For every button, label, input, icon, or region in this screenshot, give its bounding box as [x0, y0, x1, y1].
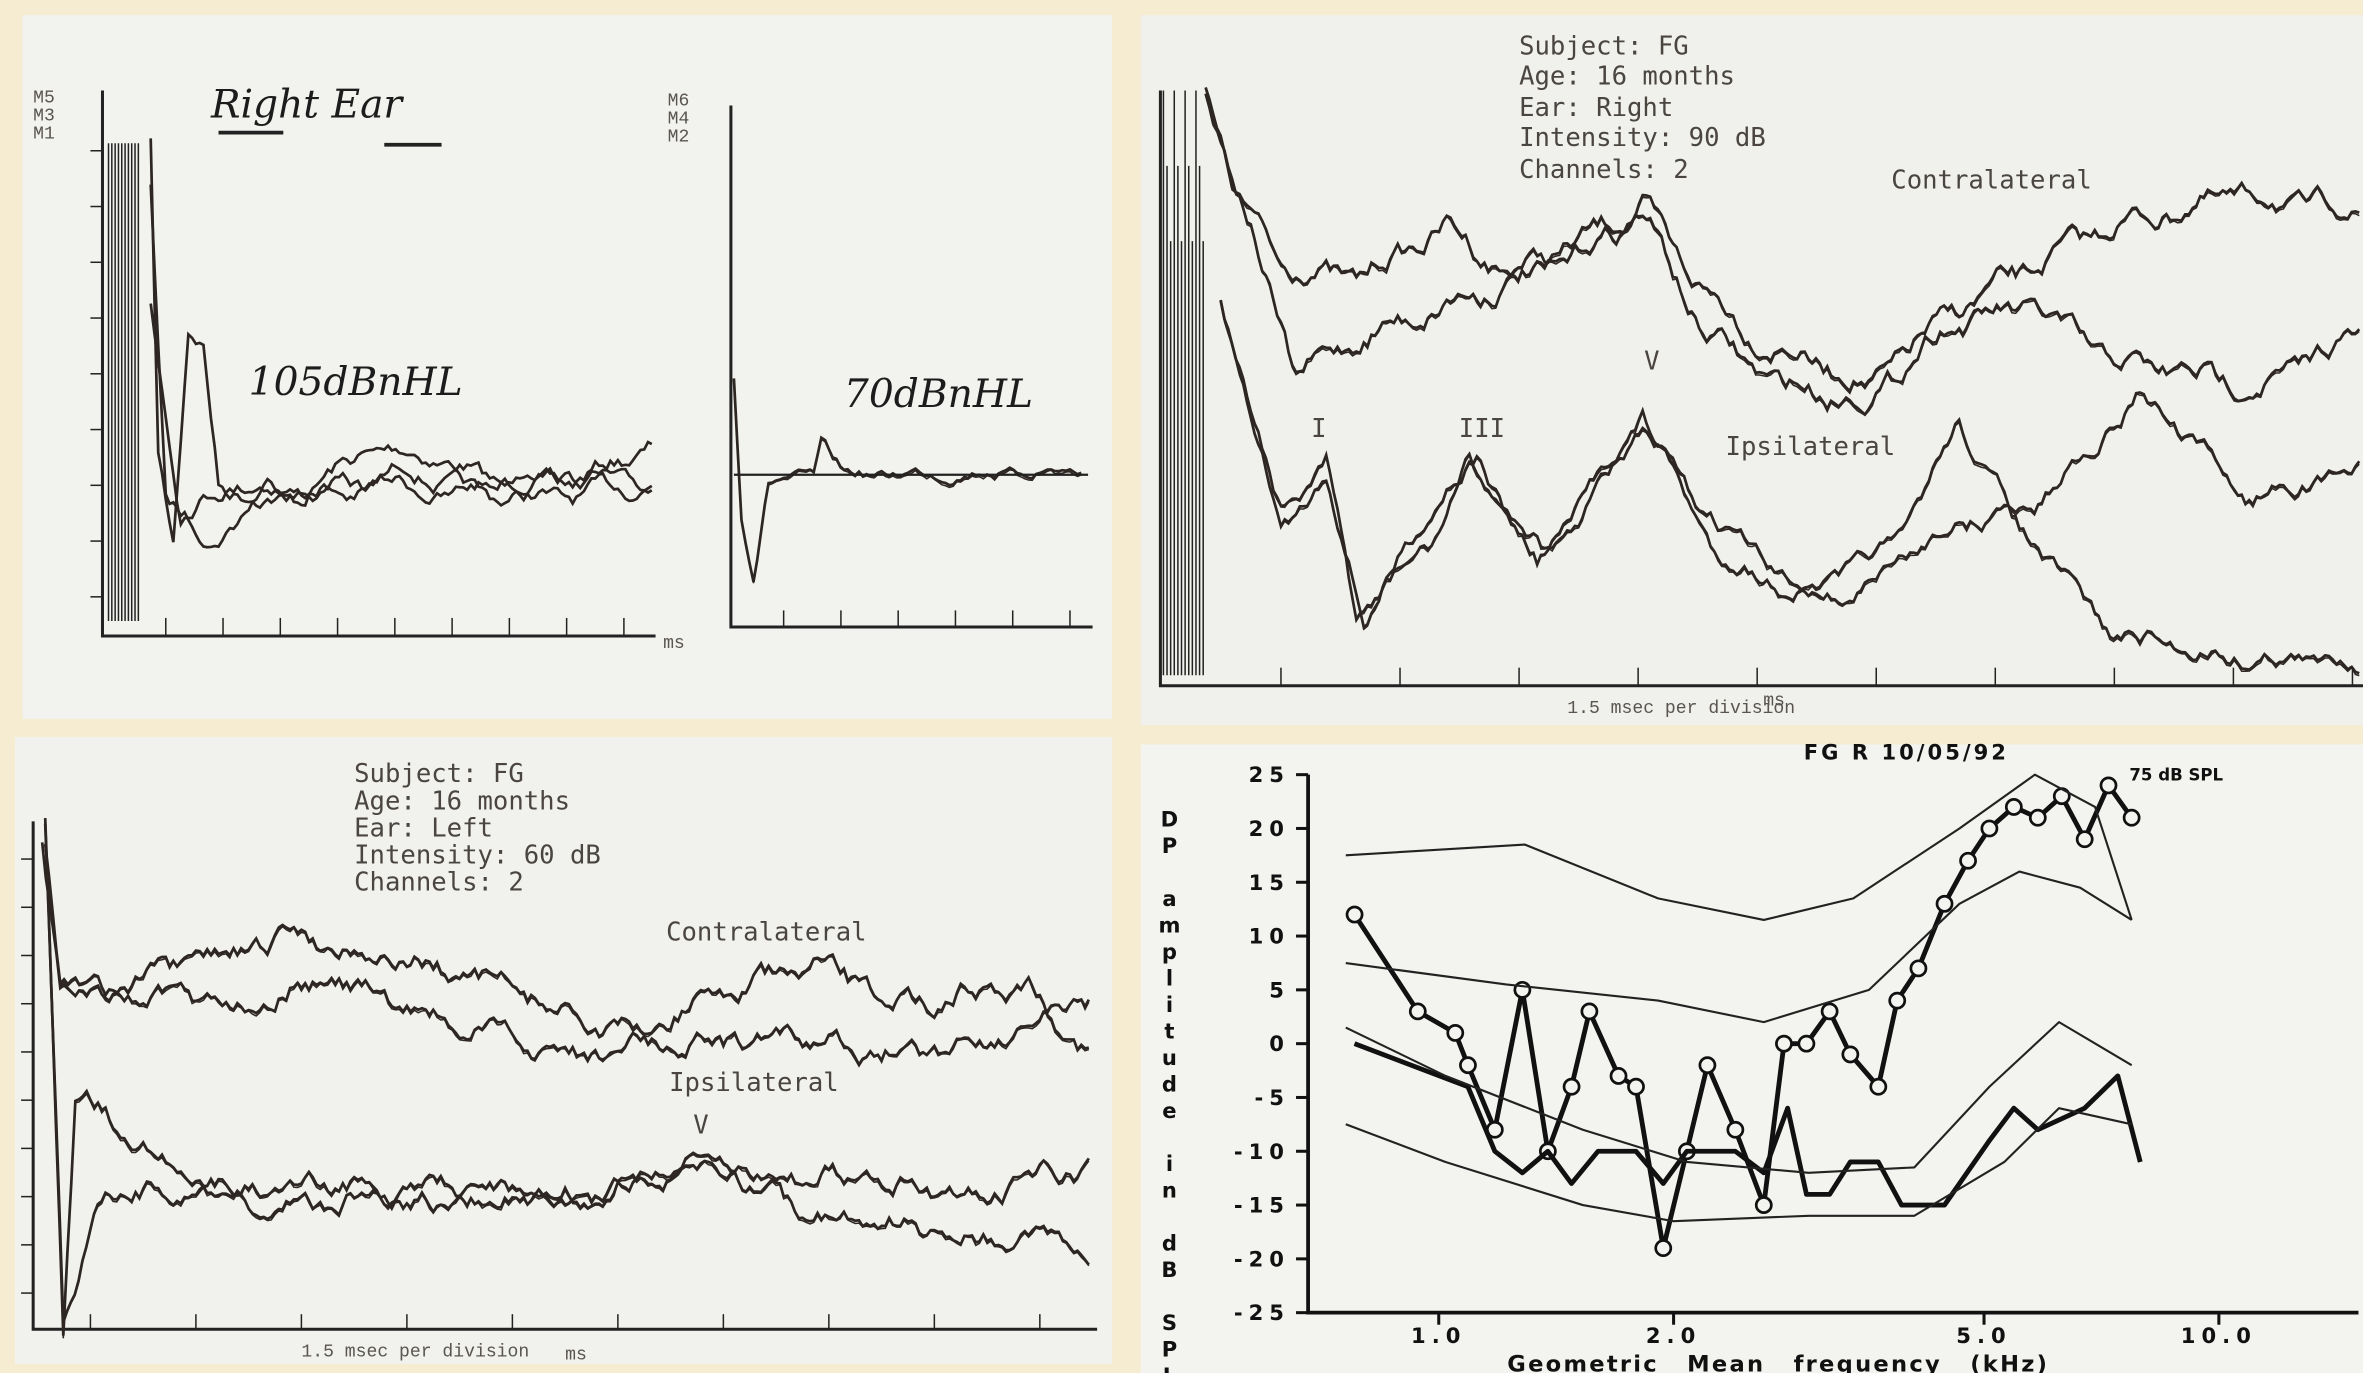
info-line: Channels: 2 [1519, 155, 1689, 185]
page: Right Ear 105dBnHL 70dBnHL M5 M3 M1 M6 M… [0, 0, 2363, 1373]
unit-label: ms [1763, 691, 1785, 711]
trace-label: Contralateral [666, 917, 866, 947]
peak-label: V [693, 1110, 708, 1140]
data-point [2030, 810, 2045, 825]
info-line: Age: 16 months [354, 786, 570, 816]
info-line: Subject: FG [1519, 31, 1689, 61]
y-tick-label: 5 [1269, 977, 1290, 1002]
channel-label: M3 [33, 107, 55, 127]
x-tick-label: 10.0 [2181, 1323, 2257, 1348]
info-line: Intensity: 60 dB [354, 841, 601, 871]
y-tick-label: -15 [1234, 1193, 1290, 1218]
peak-label: V [1644, 346, 1659, 376]
data-point [1564, 1079, 1579, 1094]
peak-label: I [1311, 414, 1326, 444]
data-point [2124, 810, 2139, 825]
data-point [2101, 778, 2116, 793]
data-point [1410, 1004, 1425, 1019]
data-point [1911, 961, 1926, 976]
panel-title: Right Ear [210, 83, 404, 128]
panel [1141, 745, 2363, 1373]
data-point [1628, 1079, 1643, 1094]
annotation: 75 dB SPL [2129, 766, 2223, 785]
y-tick-label: 10 [1249, 924, 1290, 949]
trace-label: Contralateral [1891, 165, 2091, 195]
y-tick-label: 20 [1249, 816, 1290, 841]
trace-label: 70dBnHL [844, 372, 1033, 417]
x-tick-label: 2.0 [1646, 1323, 1701, 1348]
trace-label: 105dBnHL [249, 360, 463, 405]
y-tick-label: 25 [1249, 762, 1290, 787]
channel-label: M4 [668, 110, 690, 130]
y-tick-label: -25 [1234, 1300, 1290, 1325]
data-point [1756, 1198, 1771, 1213]
info-line: Ear: Left [354, 813, 493, 843]
x-tick-label: 5.0 [1956, 1323, 2011, 1348]
channel-label: M5 [33, 89, 55, 109]
channel-label: M1 [33, 125, 55, 145]
channel-label: M2 [668, 128, 690, 148]
data-point [1656, 1241, 1671, 1256]
data-point [1799, 1036, 1814, 1051]
data-point [1700, 1058, 1715, 1073]
y-tick-label: -20 [1234, 1246, 1290, 1271]
x-tick-label: 1.0 [1411, 1323, 1466, 1348]
data-point [1347, 907, 1362, 922]
x-axis-label: Geometric Mean frequency (kHz) [1507, 1351, 2049, 1373]
data-point [1937, 896, 1952, 911]
y-tick-label: -5 [1255, 1085, 1290, 1110]
data-point [1982, 821, 1997, 836]
y-tick-label: 0 [1269, 1031, 1290, 1056]
data-point [1843, 1047, 1858, 1062]
info-line: Intensity: 90 dB [1519, 123, 1766, 153]
y-tick-label: 15 [1249, 870, 1290, 895]
y-axis-label: DP amplitude in dB SPL [1157, 806, 1182, 1373]
unit-label: ms [663, 634, 685, 654]
trace-label: Ipsilateral [1726, 432, 1896, 462]
panel [1141, 15, 2363, 725]
data-point [1728, 1122, 1743, 1137]
data-point [1961, 853, 1976, 868]
unit-label: ms [565, 1345, 587, 1365]
peak-label: III [1459, 414, 1505, 444]
data-point [1448, 1025, 1463, 1040]
chart-title: FG R 10/05/92 [1804, 740, 2009, 765]
data-point [1582, 1004, 1597, 1019]
info-line: Ear: Right [1519, 93, 1673, 123]
scale-label: 1.5 msec per division [301, 1342, 529, 1362]
scale-label: 1.5 msec per division [1567, 699, 1795, 719]
info-line: Subject: FG [354, 759, 524, 789]
data-point [1871, 1079, 1886, 1094]
trace-label: Ipsilateral [669, 1068, 839, 1098]
data-point [1776, 1036, 1791, 1051]
y-tick-label: -10 [1234, 1139, 1290, 1164]
info-line: Channels: 2 [354, 868, 524, 898]
data-point [2006, 799, 2021, 814]
data-point [1890, 993, 1905, 1008]
data-point [1460, 1058, 1475, 1073]
channel-label: M6 [668, 92, 690, 112]
info-line: Age: 16 months [1519, 61, 1735, 91]
data-point [1611, 1068, 1626, 1083]
panel [15, 737, 1112, 1364]
data-point [1822, 1004, 1837, 1019]
data-point [2077, 832, 2092, 847]
